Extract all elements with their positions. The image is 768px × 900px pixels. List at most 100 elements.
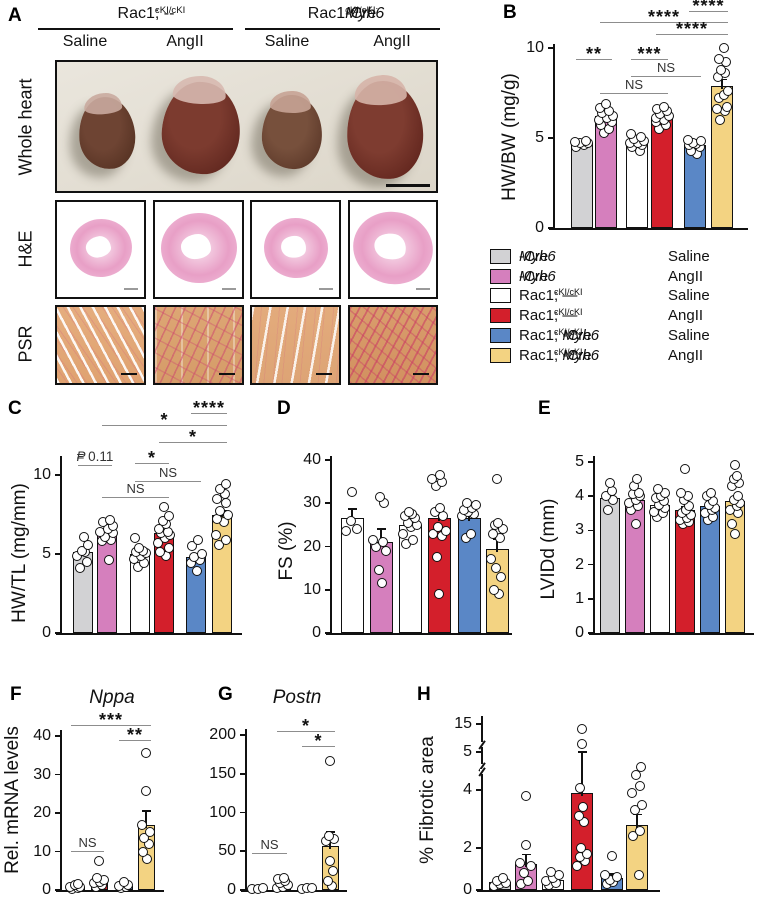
panel-label-F: F <box>10 684 22 705</box>
y-axis-D <box>330 456 332 635</box>
sig-label-B-2: NS <box>656 60 676 75</box>
y-tick-label-C-2: 10 <box>33 466 51 483</box>
y-tick-E-1 <box>588 597 594 600</box>
y-axis-E <box>593 456 595 635</box>
data-point-H-5-6 <box>635 781 645 792</box>
legend-swatch-blue <box>490 327 511 343</box>
psr-image-1 <box>153 305 244 385</box>
he-cross-section-1 <box>159 211 238 284</box>
legend-treatment-1: AngII <box>668 267 704 285</box>
genotype-header-underline-0 <box>38 28 233 30</box>
x-axis-F <box>56 890 164 892</box>
data-point-F-2-4 <box>119 877 129 888</box>
data-point-F-3-3 <box>139 833 149 844</box>
y-tick-H-3 <box>476 751 482 753</box>
sig-line-C-5 <box>158 442 228 444</box>
data-point-H-2-5 <box>546 867 556 878</box>
data-point-B-4-6 <box>696 135 706 146</box>
data-point-C-5-2 <box>211 530 221 541</box>
sig-line-C-2 <box>134 481 202 483</box>
data-point-C-3-12 <box>159 501 169 512</box>
scale-bar-he-2 <box>319 288 333 290</box>
genotype-header-underline-1 <box>245 28 440 30</box>
sig-label-B-1: *** <box>637 44 662 64</box>
row-label-2: PSR <box>15 325 36 363</box>
data-point-H-3-4 <box>576 843 586 853</box>
x-axis-D <box>326 633 512 635</box>
data-point-E-1-0 <box>631 518 641 529</box>
sig-label-B-4: **** <box>647 7 681 27</box>
data-point-E-5-1 <box>727 518 737 529</box>
data-point-D-0-3 <box>347 487 357 498</box>
y-tick-label-E-4: 4 <box>575 487 584 505</box>
sig-line-B-5 <box>656 34 728 36</box>
y-tick-C-1 <box>55 553 61 555</box>
data-point-H-5-0 <box>634 870 644 881</box>
y-tick-G-0 <box>240 889 246 891</box>
sig-label-B-5: **** <box>675 19 709 39</box>
y-tick-E-0 <box>588 632 594 634</box>
data-point-B-5-3 <box>722 102 732 113</box>
y-tick-label-E-0: 0 <box>575 624 584 641</box>
sig-label-F-1: *** <box>98 710 123 730</box>
treatment-label-0: Saline <box>62 33 108 50</box>
data-point-G-1-6 <box>279 872 289 883</box>
data-point-B-0-5 <box>581 135 591 146</box>
x-axis-E <box>589 633 754 635</box>
sig-line-F-1 <box>71 725 151 727</box>
data-point-H-5-8 <box>636 762 646 773</box>
y-tick-D-4 <box>325 459 331 461</box>
psr-image-3 <box>348 305 438 385</box>
data-point-C-4-6 <box>193 534 203 545</box>
sig-label-G-2: NS <box>260 837 279 852</box>
data-point-D-3-11 <box>427 474 437 485</box>
data-point-G-3-6 <box>324 830 334 841</box>
data-point-B-5-0 <box>715 115 725 125</box>
y-tick-H-1 <box>476 847 482 849</box>
data-point-B-5-2 <box>712 104 722 115</box>
data-point-D-1-4 <box>378 537 388 548</box>
scale-bar-psr-0 <box>121 372 137 375</box>
data-point-H-3-10 <box>577 724 587 735</box>
he-lumen-1 <box>180 233 211 260</box>
data-point-C-0-4 <box>77 545 87 556</box>
y-tick-label-E-3: 3 <box>575 521 584 539</box>
data-point-E-4-8 <box>706 487 716 498</box>
error-cap-H-5 <box>632 813 642 816</box>
sig-label-F-2: ** <box>126 725 143 745</box>
y-tick-label-B-0: 0 <box>535 219 544 236</box>
error-bar-F-3 <box>145 811 147 828</box>
y-tick-label-G-3: 150 <box>209 764 236 782</box>
bar-B-3 <box>651 118 673 228</box>
he-image-0 <box>55 200 146 299</box>
data-point-C-5-11 <box>221 479 231 490</box>
data-point-H-5-4 <box>637 799 647 810</box>
error-bar-D-5 <box>496 538 498 552</box>
y-tick-B-2 <box>548 47 554 49</box>
y-tick-E-3 <box>588 529 594 532</box>
data-point-B-5-6 <box>723 86 733 97</box>
data-point-C-2-7 <box>134 542 144 553</box>
heart-image-3 <box>345 74 425 181</box>
sig-label-C-5: * <box>188 427 197 447</box>
error-bar-D-0 <box>351 508 353 522</box>
legend-swatch-gray <box>490 249 511 264</box>
legend-genotype-4: Rac1 cKI/cKI; Myh6 -Cre <box>519 326 600 344</box>
data-point-D-1-5 <box>368 535 378 545</box>
y-tick-C-0 <box>55 632 61 634</box>
data-point-H-1-4 <box>515 857 525 868</box>
data-point-B-2-7 <box>636 132 646 143</box>
data-point-H-5-2 <box>635 825 645 836</box>
data-point-H-3-6 <box>574 811 584 822</box>
x-axis-G <box>241 890 347 892</box>
data-point-C-4-0 <box>192 566 202 577</box>
data-point-C-3-11 <box>164 511 174 522</box>
data-point-B-5-9 <box>716 64 726 75</box>
data-point-F-3-1 <box>138 846 148 857</box>
error-bar-H-3 <box>581 751 583 796</box>
y-tick-label-H-0: 0 <box>463 881 472 898</box>
sig-label-B-0: ** <box>585 44 602 64</box>
y-tick-label-H-4: 15 <box>454 715 472 732</box>
sig-label-C-2: NS <box>158 465 178 480</box>
